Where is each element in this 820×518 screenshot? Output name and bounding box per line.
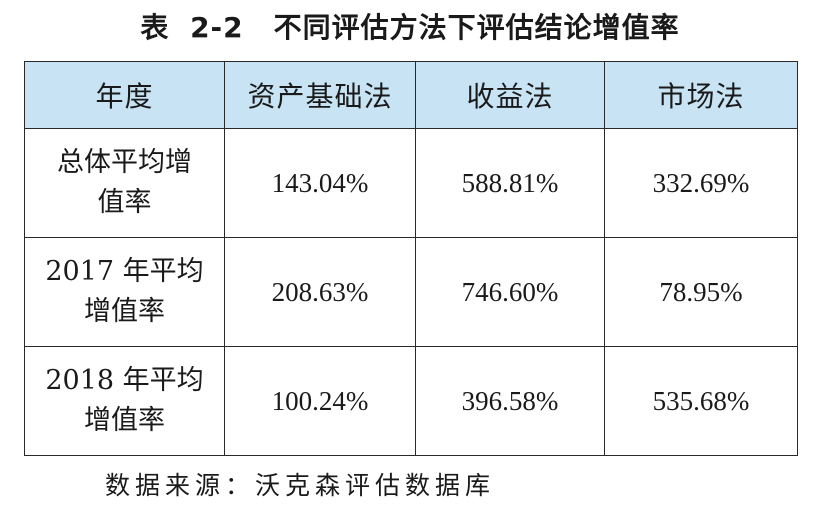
valuation-table: 年度 资产基础法 收益法 市场法 总体平均增 值率 143.04% 588.81… [24, 61, 798, 456]
row-label: 2017 年平均 增值率 [24, 237, 225, 347]
cell-income: 746.60% [415, 237, 605, 347]
header-year: 年度 [24, 61, 225, 129]
table-header-row: 年度 资产基础法 收益法 市场法 [24, 61, 798, 129]
row-label-line1: 2017 年平均 [45, 256, 204, 287]
table-title-text: 不同评估方法下评估结论增值率 [273, 11, 680, 44]
table-title-number: 2-2 [190, 11, 244, 44]
table-title: 表 2-2 不同评估方法下评估结论增值率 [0, 6, 820, 46]
table-row: 2017 年平均 增值率 208.63% 746.60% 78.95% [24, 237, 798, 347]
cell-asset-based: 143.04% [224, 128, 416, 238]
header-income: 收益法 [415, 61, 605, 129]
row-label-line1: 总体平均增 [57, 147, 192, 178]
row-label-line2: 增值率 [84, 405, 165, 436]
row-label-line1: 2018 年平均 [45, 365, 204, 396]
cell-market: 332.69% [604, 128, 798, 238]
cell-market: 78.95% [604, 237, 798, 347]
cell-asset-based: 100.24% [224, 346, 416, 456]
table-title-prefix: 表 [140, 11, 170, 44]
table-row: 总体平均增 值率 143.04% 588.81% 332.69% [24, 128, 798, 238]
cell-income: 396.58% [415, 346, 605, 456]
row-label: 总体平均增 值率 [24, 128, 225, 238]
header-market: 市场法 [604, 61, 798, 129]
header-asset-based: 资产基础法 [224, 61, 416, 129]
source-note: 数据来源：沃克森评估数据库 [105, 471, 496, 500]
row-label-line2: 增值率 [84, 296, 165, 327]
cell-market: 535.68% [604, 346, 798, 456]
table-row: 2018 年平均 增值率 100.24% 396.58% 535.68% [24, 346, 798, 456]
row-label-line2: 值率 [97, 187, 152, 218]
cell-income: 588.81% [415, 128, 605, 238]
row-label: 2018 年平均 增值率 [24, 346, 225, 456]
cell-asset-based: 208.63% [224, 237, 416, 347]
